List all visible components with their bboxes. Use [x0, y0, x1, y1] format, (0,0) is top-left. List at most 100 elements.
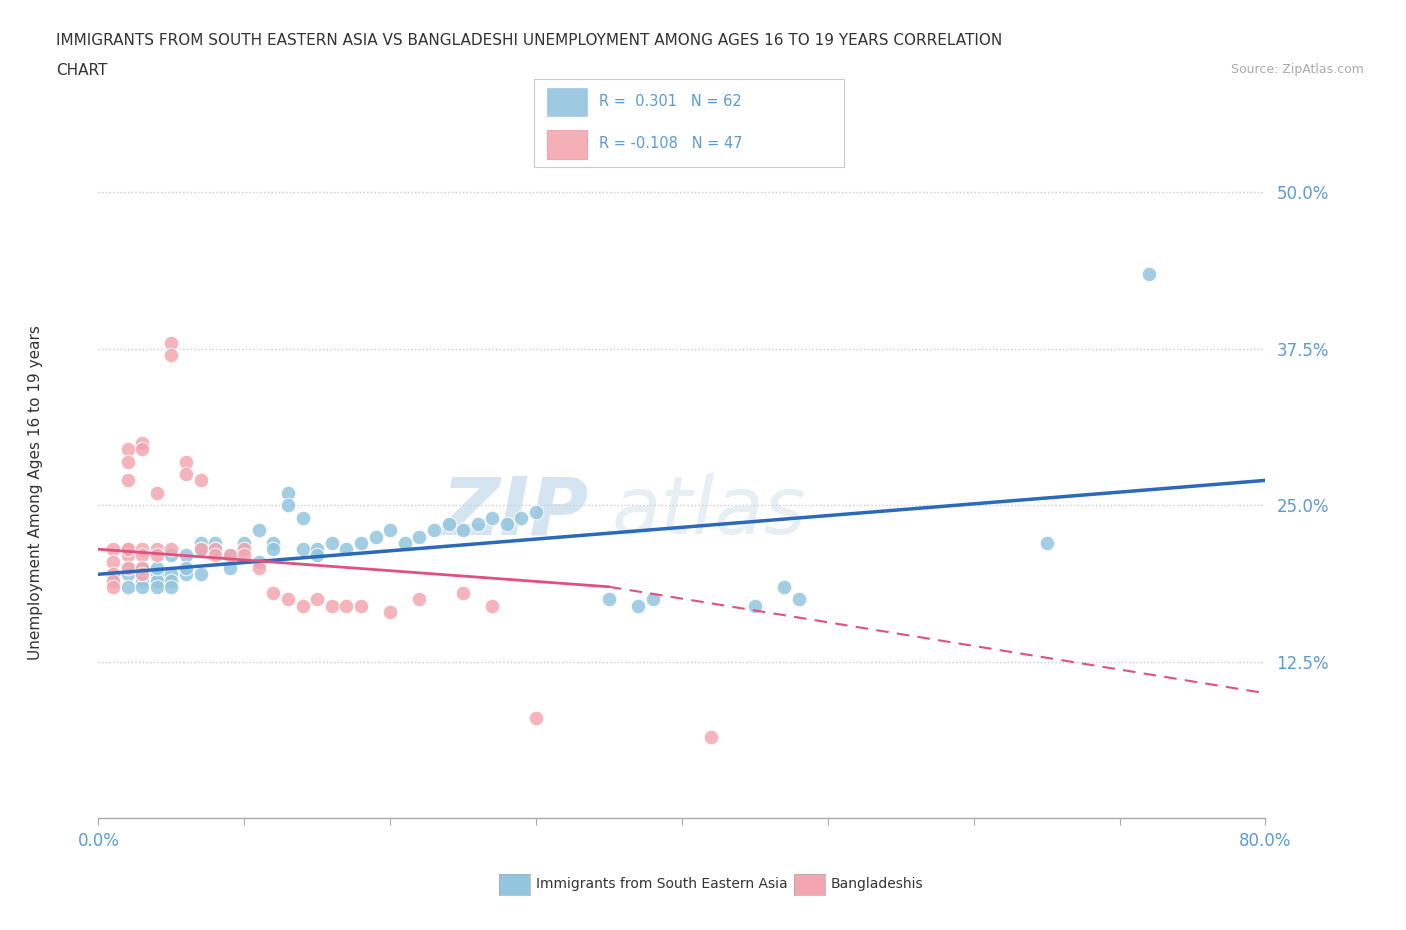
- Text: Unemployment Among Ages 16 to 19 years: Unemployment Among Ages 16 to 19 years: [28, 326, 42, 660]
- Point: [218, 548, 240, 563]
- Point: [146, 573, 169, 588]
- Point: [131, 561, 153, 576]
- Point: [481, 598, 503, 613]
- Point: [378, 604, 402, 619]
- Point: [190, 473, 212, 488]
- Text: Bangladeshis: Bangladeshis: [831, 877, 924, 892]
- Point: [101, 554, 124, 569]
- Point: [160, 573, 183, 588]
- Point: [335, 598, 357, 613]
- Point: [101, 573, 124, 588]
- Point: [160, 567, 183, 582]
- Text: ZIP: ZIP: [441, 473, 589, 551]
- Point: [247, 561, 270, 576]
- FancyBboxPatch shape: [547, 88, 586, 116]
- Point: [174, 454, 197, 469]
- Point: [101, 573, 124, 588]
- Point: [700, 729, 723, 744]
- Text: CHART: CHART: [56, 63, 108, 78]
- Point: [233, 542, 256, 557]
- Point: [117, 542, 139, 557]
- Point: [146, 561, 169, 576]
- Point: [744, 598, 766, 613]
- Point: [117, 542, 139, 557]
- Point: [160, 348, 183, 363]
- Point: [190, 542, 212, 557]
- Point: [394, 536, 416, 551]
- Point: [378, 523, 402, 538]
- Point: [204, 542, 226, 557]
- Point: [174, 467, 197, 482]
- Text: atlas: atlas: [612, 473, 807, 551]
- Point: [408, 529, 430, 544]
- Point: [117, 579, 139, 594]
- Point: [350, 536, 373, 551]
- Text: Immigrants from South Eastern Asia: Immigrants from South Eastern Asia: [536, 877, 787, 892]
- Point: [277, 498, 299, 512]
- Point: [131, 435, 153, 450]
- Point: [131, 548, 153, 563]
- Point: [627, 598, 650, 613]
- Point: [262, 536, 284, 551]
- Point: [233, 536, 256, 551]
- Point: [481, 511, 503, 525]
- Text: IMMIGRANTS FROM SOUTH EASTERN ASIA VS BANGLADESHI UNEMPLOYMENT AMONG AGES 16 TO : IMMIGRANTS FROM SOUTH EASTERN ASIA VS BA…: [56, 33, 1002, 47]
- Point: [204, 548, 226, 563]
- Point: [117, 442, 139, 457]
- Point: [160, 579, 183, 594]
- Point: [423, 523, 446, 538]
- Point: [117, 548, 139, 563]
- Point: [307, 591, 329, 606]
- Point: [101, 567, 124, 582]
- Point: [190, 542, 212, 557]
- Point: [233, 542, 256, 557]
- Point: [1137, 266, 1160, 281]
- Point: [262, 586, 284, 601]
- Point: [510, 511, 533, 525]
- Point: [190, 567, 212, 582]
- Point: [218, 548, 240, 563]
- Point: [131, 442, 153, 457]
- Point: [101, 579, 124, 594]
- Point: [174, 548, 197, 563]
- FancyBboxPatch shape: [547, 130, 586, 159]
- Point: [146, 579, 169, 594]
- Point: [131, 573, 153, 588]
- Point: [524, 504, 547, 519]
- Point: [247, 554, 270, 569]
- Point: [307, 542, 329, 557]
- Point: [204, 536, 226, 551]
- Point: [117, 473, 139, 488]
- Text: Source: ZipAtlas.com: Source: ZipAtlas.com: [1230, 63, 1364, 76]
- Point: [131, 579, 153, 594]
- Point: [117, 561, 139, 576]
- Point: [291, 598, 314, 613]
- Point: [335, 542, 357, 557]
- Point: [641, 591, 664, 606]
- Point: [117, 561, 139, 576]
- Point: [117, 567, 139, 582]
- Point: [190, 536, 212, 551]
- Point: [321, 536, 343, 551]
- Point: [437, 517, 460, 532]
- Point: [787, 591, 810, 606]
- Point: [524, 711, 547, 725]
- Point: [451, 523, 474, 538]
- Point: [117, 454, 139, 469]
- Point: [101, 542, 124, 557]
- Point: [160, 542, 183, 557]
- Point: [277, 485, 299, 500]
- Text: R =  0.301   N = 62: R = 0.301 N = 62: [599, 94, 742, 109]
- Point: [451, 586, 474, 601]
- Point: [131, 542, 153, 557]
- Point: [291, 511, 314, 525]
- Point: [233, 548, 256, 563]
- Point: [495, 517, 517, 532]
- Point: [146, 485, 169, 500]
- Point: [291, 542, 314, 557]
- Point: [408, 591, 430, 606]
- Point: [307, 548, 329, 563]
- Point: [1035, 536, 1057, 551]
- Point: [204, 542, 226, 557]
- Point: [247, 523, 270, 538]
